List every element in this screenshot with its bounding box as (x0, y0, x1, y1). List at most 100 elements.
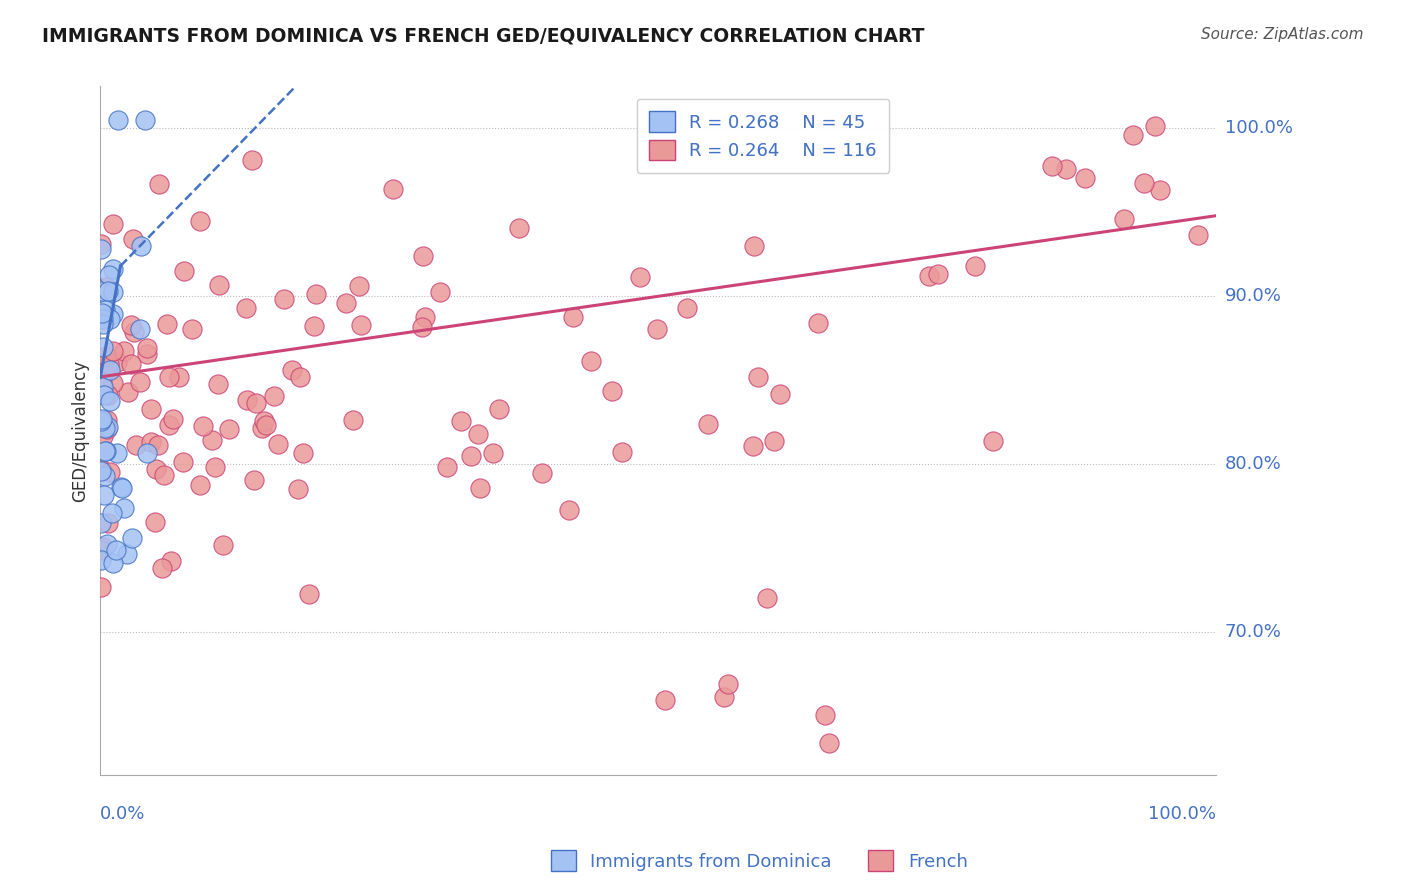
Point (807, 316, 830, 330)
Point (267, 436, 290, 450)
Point (101, 261, 124, 276)
Point (125, 437, 148, 451)
Point (342, 413, 364, 427)
Point (1133, 176, 1156, 190)
Point (173, 264, 195, 278)
Point (162, 412, 184, 426)
Point (110, 480, 132, 494)
Point (188, 478, 211, 492)
Text: 90.0%: 90.0% (1225, 287, 1281, 305)
Point (558, 503, 581, 517)
Point (1074, 171, 1097, 186)
Point (963, 259, 986, 273)
Point (208, 277, 231, 292)
Point (117, 385, 139, 400)
Y-axis label: GED/Equivalency: GED/Equivalency (72, 359, 89, 501)
Point (156, 317, 179, 331)
Point (94, 444, 117, 458)
Point (481, 446, 503, 460)
Point (747, 370, 769, 384)
Point (813, 708, 835, 723)
Point (91, 353, 114, 368)
Point (579, 353, 602, 368)
Point (98, 312, 121, 326)
Point (112, 344, 135, 359)
Point (204, 460, 226, 475)
Point (91, 375, 114, 389)
Point (98, 363, 121, 377)
Point (610, 445, 633, 459)
Point (90, 237, 112, 252)
Point (436, 460, 458, 475)
Point (429, 285, 451, 299)
Point (927, 267, 949, 281)
Point (167, 370, 190, 384)
Text: 80.0%: 80.0% (1225, 455, 1281, 474)
Legend: R = 0.268    N = 45, R = 0.264    N = 116: R = 0.268 N = 45, R = 0.264 N = 116 (637, 99, 889, 173)
Point (90, 412, 112, 426)
Point (91, 356, 114, 370)
Point (107, 112, 129, 127)
Point (101, 308, 124, 322)
Point (181, 322, 204, 336)
Point (91, 429, 114, 443)
Point (129, 322, 152, 336)
Point (129, 375, 152, 389)
Point (96, 444, 118, 458)
Point (628, 270, 651, 285)
Point (212, 538, 235, 552)
Point (1054, 161, 1077, 176)
Point (101, 556, 124, 570)
Point (93, 388, 115, 402)
Point (273, 292, 295, 306)
Point (335, 296, 357, 310)
Point (91, 340, 114, 354)
Point (91, 308, 114, 322)
Point (298, 587, 321, 601)
Point (412, 249, 434, 263)
Point (129, 239, 152, 253)
Point (91, 306, 114, 320)
Point (152, 468, 174, 483)
Point (1187, 228, 1209, 243)
Point (104, 543, 127, 558)
Point (136, 446, 159, 460)
Point (235, 301, 257, 315)
Text: 100.0%: 100.0% (1225, 120, 1292, 137)
Point (218, 422, 240, 436)
Point (134, 112, 156, 127)
Point (191, 418, 214, 433)
Point (98, 357, 121, 371)
Legend: Immigrants from Dominica, French: Immigrants from Dominica, French (544, 843, 974, 879)
Point (91, 307, 114, 321)
Point (97, 388, 120, 402)
Point (145, 462, 167, 476)
Point (98, 393, 121, 408)
Point (1114, 212, 1136, 227)
Point (97, 516, 120, 530)
Point (172, 455, 194, 469)
Point (305, 286, 328, 301)
Point (121, 531, 143, 545)
Point (292, 446, 315, 460)
Point (562, 310, 585, 325)
Point (413, 310, 436, 324)
Point (1040, 159, 1063, 173)
Text: 0.0%: 0.0% (100, 805, 146, 823)
Point (136, 346, 159, 360)
Point (207, 376, 229, 391)
Point (287, 483, 309, 497)
Point (243, 473, 266, 487)
Point (488, 402, 510, 417)
Point (91, 380, 114, 394)
Point (600, 384, 623, 398)
Point (467, 427, 489, 442)
Point (250, 421, 273, 435)
Point (96, 349, 118, 363)
Point (112, 501, 135, 516)
Point (381, 182, 404, 196)
Point (1122, 128, 1144, 142)
Point (350, 318, 373, 332)
Point (159, 554, 181, 568)
Point (347, 279, 370, 293)
